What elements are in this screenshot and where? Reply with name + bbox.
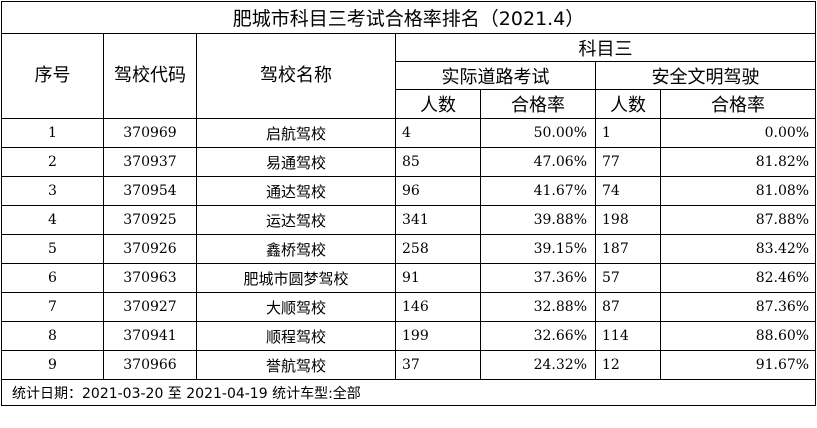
header-road-test: 实际道路考试: [395, 61, 596, 90]
header-safe-count: 人数: [595, 89, 661, 119]
cell-road-rate: 37.36%: [480, 263, 596, 293]
cell-road-rate: 32.88%: [480, 292, 596, 322]
cell-safe-rate: 87.36%: [659, 292, 817, 322]
cell-name: 顺程驾校: [196, 321, 396, 351]
cell-code: 370937: [103, 147, 197, 177]
cell-safe-count: 74: [595, 176, 661, 206]
cell-safe-count: 57: [595, 263, 661, 293]
header-road-count: 人数: [395, 89, 481, 119]
cell-seq: 7: [1, 292, 104, 322]
cell-road-rate: 24.32%: [480, 350, 596, 380]
cell-road-count: 341: [395, 205, 481, 235]
pass-rate-table: 肥城市科目三考试合格率排名（2021.4） 序号 驾校代码 驾校名称 科目三 实…: [0, 1, 817, 406]
table-row: 8 370941 顺程驾校 199 32.66% 114 88.60%: [1, 321, 817, 351]
header-code: 驾校代码: [103, 33, 197, 119]
cell-seq: 1: [1, 118, 104, 148]
table-row: 2 370937 易通驾校 85 47.06% 77 81.82%: [1, 147, 817, 177]
cell-road-count: 199: [395, 321, 481, 351]
cell-safe-rate: 82.46%: [659, 263, 817, 293]
cell-code: 370966: [103, 350, 197, 380]
header-seq: 序号: [1, 33, 104, 119]
cell-name: 运达驾校: [196, 205, 396, 235]
cell-safe-rate: 91.67%: [659, 350, 817, 380]
cell-code: 370954: [103, 176, 197, 206]
cell-name: 肥城市圆梦驾校: [196, 263, 396, 293]
header-road-rate: 合格率: [480, 89, 596, 119]
table-row: 9 370966 誉航驾校 37 24.32% 12 91.67%: [1, 350, 817, 380]
cell-name: 启航驾校: [196, 118, 396, 148]
header-safe-rate: 合格率: [659, 89, 817, 119]
cell-safe-rate: 0.00%: [659, 118, 817, 148]
table-row: 3 370954 通达驾校 96 41.67% 74 81.08%: [1, 176, 817, 206]
cell-seq: 2: [1, 147, 104, 177]
table-title: 肥城市科目三考试合格率排名（2021.4）: [0, 1, 817, 34]
cell-safe-count: 77: [595, 147, 661, 177]
cell-road-count: 91: [395, 263, 481, 293]
cell-road-rate: 32.66%: [480, 321, 596, 351]
cell-name: 鑫桥驾校: [196, 234, 396, 264]
cell-code: 370963: [103, 263, 197, 293]
table-row: 4 370925 运达驾校 341 39.88% 198 87.88%: [1, 205, 817, 235]
cell-safe-rate: 81.08%: [659, 176, 817, 206]
cell-road-count: 258: [395, 234, 481, 264]
cell-code: 370926: [103, 234, 197, 264]
cell-safe-count: 12: [595, 350, 661, 380]
cell-road-rate: 41.67%: [480, 176, 596, 206]
stats-footer: 统计日期：2021-03-20 至 2021-04-19 统计车型:全部: [0, 379, 817, 406]
cell-seq: 8: [1, 321, 104, 351]
cell-code: 370969: [103, 118, 197, 148]
cell-road-count: 4: [395, 118, 481, 148]
cell-road-count: 96: [395, 176, 481, 206]
cell-name: 通达驾校: [196, 176, 396, 206]
cell-safe-rate: 87.88%: [659, 205, 817, 235]
cell-safe-rate: 83.42%: [659, 234, 817, 264]
cell-name: 易通驾校: [196, 147, 396, 177]
cell-road-rate: 50.00%: [480, 118, 596, 148]
cell-code: 370927: [103, 292, 197, 322]
cell-safe-count: 1: [595, 118, 661, 148]
cell-name: 誉航驾校: [196, 350, 396, 380]
cell-road-count: 85: [395, 147, 481, 177]
cell-safe-rate: 81.82%: [659, 147, 817, 177]
cell-safe-rate: 88.60%: [659, 321, 817, 351]
cell-safe-count: 198: [595, 205, 661, 235]
cell-seq: 4: [1, 205, 104, 235]
table-row: 1 370969 启航驾校 4 50.00% 1 0.00%: [1, 118, 817, 148]
cell-safe-count: 87: [595, 292, 661, 322]
table-row: 7 370927 大顺驾校 146 32.88% 87 87.36%: [1, 292, 817, 322]
cell-road-rate: 39.88%: [480, 205, 596, 235]
cell-name: 大顺驾校: [196, 292, 396, 322]
header-safe-driving: 安全文明驾驶: [594, 61, 817, 90]
cell-seq: 3: [1, 176, 104, 206]
header-subject: 科目三: [394, 33, 817, 62]
cell-seq: 9: [1, 350, 104, 380]
cell-road-count: 146: [395, 292, 481, 322]
cell-road-rate: 39.15%: [480, 234, 596, 264]
header-name: 驾校名称: [196, 33, 396, 119]
cell-code: 370925: [103, 205, 197, 235]
cell-seq: 5: [1, 234, 104, 264]
table-row: 5 370926 鑫桥驾校 258 39.15% 187 83.42%: [1, 234, 817, 264]
cell-road-count: 37: [395, 350, 481, 380]
cell-safe-count: 187: [595, 234, 661, 264]
cell-road-rate: 47.06%: [480, 147, 596, 177]
cell-safe-count: 114: [595, 321, 661, 351]
table-row: 6 370963 肥城市圆梦驾校 91 37.36% 57 82.46%: [1, 263, 817, 293]
cell-code: 370941: [103, 321, 197, 351]
cell-seq: 6: [1, 263, 104, 293]
